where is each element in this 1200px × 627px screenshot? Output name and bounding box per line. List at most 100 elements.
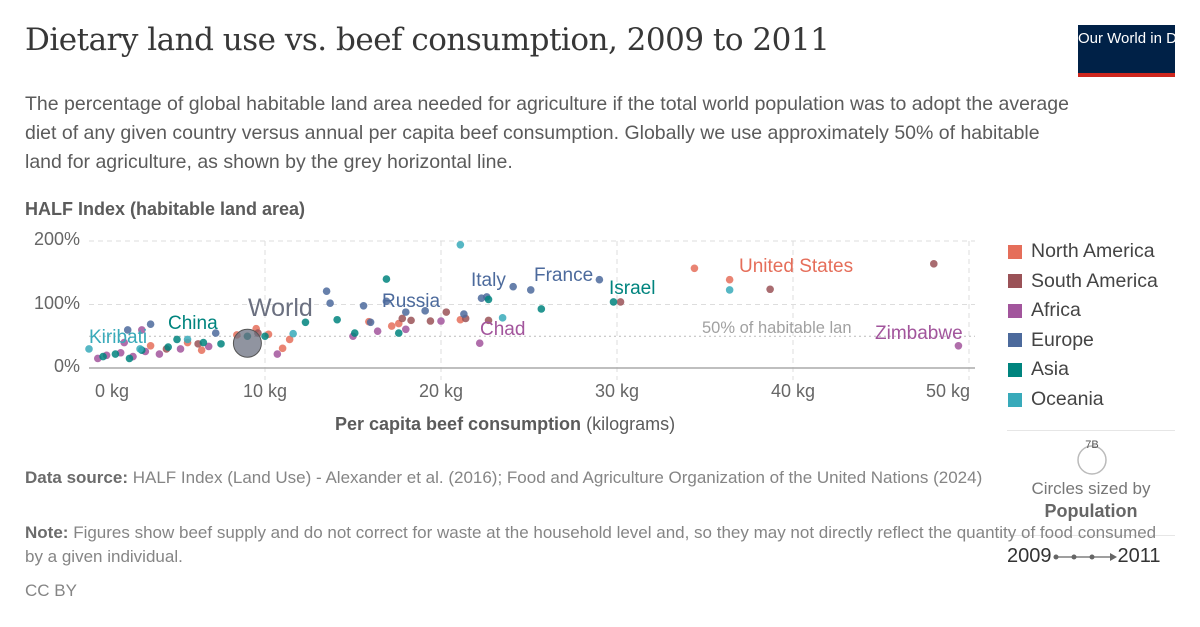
legend-swatch [1008,303,1022,318]
legend-label: South America [1031,269,1158,292]
label-israel: Israel [609,278,656,299]
data-point [373,327,382,335]
world-point [232,328,262,358]
legend-swatch [1008,392,1022,407]
data-point [595,275,604,284]
data-point [690,264,699,273]
data-point [176,345,185,353]
legend-swatch [1008,244,1022,259]
data-point [125,354,134,363]
data-point [285,335,294,344]
data-point [322,287,331,295]
y-tick-label: 100% [33,293,80,313]
data-point [509,282,517,291]
x-axis-title: Per capita beef consumption (kilograms) [335,414,675,435]
legend-label: Asia [1031,358,1069,381]
legend-item[interactable]: South America [1008,270,1158,293]
legend-swatch [1008,333,1022,348]
x-tick-label: 0 kg [94,381,130,401]
data-point [366,318,375,327]
data-point [382,275,391,283]
note-text: Figures show beef supply and do not corr… [25,523,1157,566]
data-point [382,297,391,306]
data-point [498,314,507,322]
x-tick-label: 40 kg [770,381,816,401]
chart-title: Dietary land use vs. beef consumption, 2… [25,22,830,58]
data-point [437,317,445,325]
data-point [537,305,546,313]
legend-item[interactable]: Asia [1008,358,1069,381]
size-legend-circle [1077,445,1107,475]
source-label: Data source: [25,468,128,487]
x-tick-label: 20 kg [418,381,464,401]
x-tick-label: 50 kg [925,381,971,401]
note: Note: Figures show beef supply and do no… [25,521,1165,569]
data-point [197,346,206,355]
data-point [484,316,493,325]
legend-label: Oceania [1031,388,1104,410]
label-zimbabwe: Zimbabwe [875,323,963,344]
x-axis-unit: (kilograms) [586,414,676,434]
data-point [421,307,429,315]
legend-item[interactable]: Europe [1008,329,1094,352]
data-source: Data source: HALF Index (Land Use) - Ale… [25,466,1135,490]
data-point [460,310,468,318]
data-point [954,341,963,350]
label-russia: Russia [382,291,441,312]
data-point [278,344,287,353]
data-point [442,308,451,316]
data-point [526,286,535,294]
license[interactable]: CC BY [25,581,77,600]
reference-line-label: 50% of habitable lan [702,319,852,337]
data-point [273,350,282,358]
legend-swatch [1008,274,1022,289]
chart-subtitle: The percentage of global habitable land … [25,93,1069,173]
size-legend-variable[interactable]: Population [1044,501,1138,521]
timeline-end[interactable]: 2011 [1117,545,1161,567]
data-point [609,298,618,306]
data-point [725,275,734,284]
data-point [183,335,192,344]
label-italy: Italy [471,270,506,291]
data-point [217,340,225,348]
data-point [456,241,465,249]
data-point [136,345,144,353]
data-point [164,343,172,351]
data-point [146,341,155,350]
divider [1007,535,1175,536]
data-point [204,342,213,351]
label-united-states: United States [739,256,854,277]
data-point [484,295,493,304]
legend-item[interactable]: Africa [1008,299,1081,322]
data-point [111,350,120,358]
data-point [766,285,774,294]
data-point [155,350,164,358]
data-point [199,338,208,347]
data-point [146,320,155,328]
data-point [477,294,486,302]
source-text: HALF Index (Land Use) - Alexander et al.… [132,468,983,487]
legend-item[interactable]: North America [1008,240,1155,263]
data-point [333,315,341,324]
legend-label: Africa [1031,299,1081,322]
data-point [930,260,938,268]
data-point [725,286,734,294]
data-point [173,335,181,344]
data-point [289,329,297,338]
data-point [402,325,410,334]
data-point [326,299,334,308]
legend-item[interactable]: Oceania [1008,388,1104,411]
data-point [138,326,146,334]
y-axis-title: HALF Index (habitable land area) [25,199,306,219]
owid-logo[interactable]: Our World in Data [1078,25,1198,77]
data-point [261,332,269,341]
timeline[interactable]: 2009 2011 [1007,545,1161,568]
data-point [211,329,220,337]
data-point [402,308,410,316]
data-point [616,298,625,306]
data-point [301,318,310,327]
data-point [99,352,107,361]
data-point [394,329,403,337]
timeline-start[interactable]: 2009 [1007,545,1052,567]
data-point [475,339,484,348]
